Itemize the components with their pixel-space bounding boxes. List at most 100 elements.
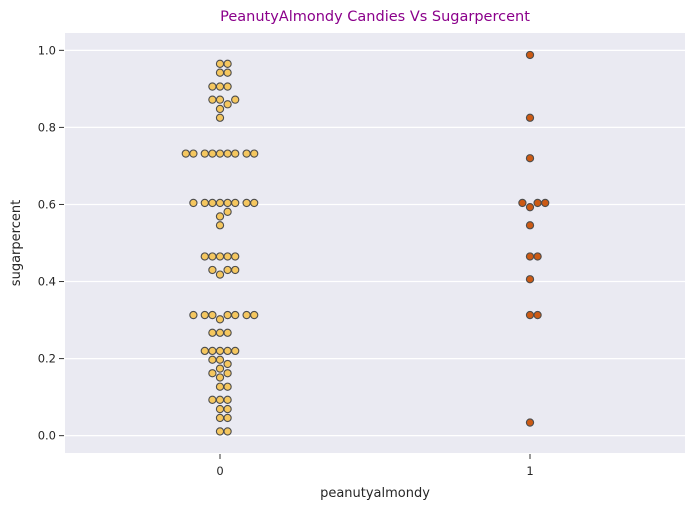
data-point: [200, 252, 209, 261]
data-point: [215, 427, 225, 436]
data-point: [525, 50, 535, 60]
data-point: [223, 265, 232, 275]
data-point: [525, 310, 535, 320]
data-point: [215, 59, 225, 68]
data-point: [533, 252, 542, 261]
y-axis-label: sugarpercent: [9, 200, 24, 286]
data-point: [215, 221, 225, 230]
data-point: [231, 198, 240, 208]
data-point: [208, 252, 217, 261]
data-point: [215, 364, 225, 373]
y-tick-label: 0.0: [38, 429, 56, 443]
data-point: [208, 265, 217, 275]
data-point: [223, 82, 232, 91]
data-point: [242, 198, 251, 208]
data-point: [525, 275, 535, 284]
data-point: [215, 252, 225, 261]
data-point: [208, 149, 217, 158]
data-point: [231, 95, 240, 104]
data-point: [525, 154, 535, 163]
data-point: [541, 198, 550, 208]
data-point: [525, 252, 535, 261]
data-point: [223, 369, 232, 378]
data-point: [200, 346, 209, 356]
data-point: [223, 59, 232, 68]
gridlines: [65, 49, 685, 437]
x-tick-label: 0: [216, 464, 223, 478]
data-point: [525, 221, 535, 230]
data-point: [223, 395, 232, 404]
data-point: [223, 252, 232, 261]
data-point: [208, 355, 217, 364]
data-point: [231, 149, 240, 158]
x-tick-label: 1: [526, 464, 533, 478]
data-point: [181, 149, 190, 158]
y-tick-label: 0.4: [38, 275, 56, 289]
data-point: [223, 149, 232, 158]
data-point: [223, 359, 232, 369]
data-point: [215, 68, 225, 77]
data-point: [231, 310, 240, 320]
y-tick-label: 0.8: [38, 120, 56, 134]
data-point: [223, 328, 232, 337]
data-point: [525, 113, 535, 122]
data-point: [208, 198, 217, 208]
data-point: [223, 427, 232, 436]
data-point: [215, 413, 225, 423]
data-point: [223, 68, 232, 77]
x-axis-label: peanutyalmondy: [320, 486, 430, 501]
data-point: [208, 328, 217, 337]
data-point: [215, 346, 225, 356]
data-point: [215, 212, 225, 221]
data-point: [200, 310, 209, 320]
data-point: [215, 395, 225, 404]
data-point: [231, 252, 240, 261]
data-point: [200, 149, 209, 158]
data-point: [242, 310, 251, 320]
data-point: [215, 82, 225, 91]
data-point: [215, 373, 225, 382]
data-point: [215, 355, 225, 364]
data-point: [223, 413, 232, 423]
data-point: [250, 149, 259, 158]
data-point: [250, 198, 259, 208]
data-point: [215, 404, 225, 414]
data-point: [200, 198, 209, 208]
y-axis-ticks: 0.0 0.2 0.4 0.6 0.8 1.0: [38, 43, 64, 443]
data-point: [208, 82, 217, 91]
data-point: [215, 382, 225, 391]
data-point: [215, 149, 225, 158]
data-point: [533, 310, 542, 320]
data-point: [223, 198, 232, 208]
y-tick-label: 1.0: [38, 43, 56, 57]
data-point: [208, 346, 217, 356]
data-point: [231, 346, 240, 356]
data-point: [208, 310, 217, 320]
data-point: [518, 198, 527, 208]
data-point: [242, 149, 251, 158]
data-point: [250, 310, 259, 320]
data-point: [208, 95, 217, 104]
data-point: [189, 149, 198, 158]
data-point: [223, 207, 232, 216]
data-point: [215, 95, 225, 104]
data-point: [215, 270, 225, 279]
data-point: [208, 395, 217, 404]
y-tick-label: 0.6: [38, 197, 56, 211]
data-point: [223, 100, 232, 109]
data-point: [525, 203, 535, 212]
data-point: [223, 382, 232, 391]
data-point: [223, 310, 232, 320]
data-points: [181, 50, 550, 436]
chart-title: PeanutyAlmondy Candies Vs Sugarpercent: [220, 9, 530, 25]
data-point: [525, 418, 535, 427]
data-point: [231, 265, 240, 275]
data-point: [223, 346, 232, 356]
data-point: [215, 104, 225, 114]
data-point: [223, 404, 232, 414]
data-point: [208, 369, 217, 378]
data-point: [533, 198, 542, 208]
